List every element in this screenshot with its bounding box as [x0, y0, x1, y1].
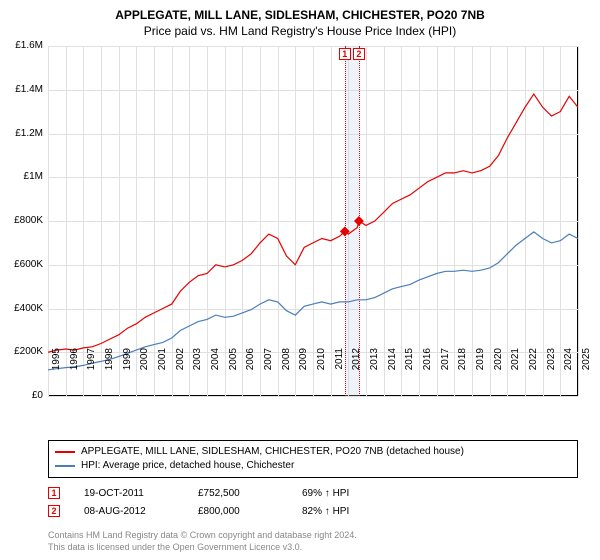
- y-axis-label: £1.6M: [3, 41, 43, 51]
- x-axis-label: 2011: [334, 348, 345, 398]
- x-axis-label: 2014: [387, 348, 398, 398]
- y-axis-label: £1.4M: [3, 85, 43, 95]
- event-price-2: £800,000: [198, 506, 278, 517]
- legend: APPLEGATE, MILL LANE, SIDLESHAM, CHICHES…: [48, 440, 578, 478]
- legend-swatch-property: [55, 451, 75, 453]
- event-delta-1: 69% ↑ HPI: [302, 488, 349, 499]
- event-price-1: £752,500: [198, 488, 278, 499]
- x-axis-label: 2022: [528, 348, 539, 398]
- x-axis-label: 2003: [192, 348, 203, 398]
- x-axis-label: 2024: [563, 348, 574, 398]
- x-axis-label: 1996: [69, 348, 80, 398]
- x-axis-label: 2013: [369, 348, 380, 398]
- x-axis-label: 1997: [86, 348, 97, 398]
- x-axis-label: 2007: [263, 348, 274, 398]
- legend-row-hpi: HPI: Average price, detached house, Chic…: [55, 459, 571, 473]
- x-axis-label: 2017: [440, 348, 451, 398]
- x-axis-label: 2016: [422, 348, 433, 398]
- event-list: 1 19-OCT-2011 £752,500 69% ↑ HPI 2 08-AU…: [48, 484, 578, 520]
- y-axis-label: £800K: [3, 216, 43, 226]
- chart-container: APPLEGATE, MILL LANE, SIDLESHAM, CHICHES…: [0, 0, 600, 560]
- legend-swatch-hpi: [55, 465, 75, 467]
- x-axis-label: 2021: [510, 348, 521, 398]
- chart-title-address: APPLEGATE, MILL LANE, SIDLESHAM, CHICHES…: [0, 0, 600, 22]
- event-marker-2: 2: [48, 505, 60, 517]
- y-axis-label: £600K: [3, 260, 43, 270]
- x-axis-label: 2001: [157, 348, 168, 398]
- legend-label-hpi: HPI: Average price, detached house, Chic…: [81, 459, 294, 473]
- x-axis-label: 1999: [122, 348, 133, 398]
- x-axis-label: 2019: [475, 348, 486, 398]
- y-axis-label: £1.2M: [3, 129, 43, 139]
- x-axis-label: 2006: [245, 348, 256, 398]
- x-axis-label: 2000: [139, 348, 150, 398]
- event-marker-label-1: 1: [339, 48, 351, 60]
- credits-line1: Contains HM Land Registry data © Crown c…: [48, 530, 357, 542]
- y-axis-label: £400K: [3, 304, 43, 314]
- event-marker-1: 1: [48, 487, 60, 499]
- event-date-1: 19-OCT-2011: [84, 488, 174, 499]
- x-axis-label: 2004: [210, 348, 221, 398]
- x-axis-label: 2012: [351, 348, 362, 398]
- x-axis-label: 1998: [104, 348, 115, 398]
- event-row-1: 1 19-OCT-2011 £752,500 69% ↑ HPI: [48, 484, 578, 502]
- x-axis-label: 2020: [493, 348, 504, 398]
- event-marker-label-2: 2: [353, 48, 365, 60]
- legend-row-property: APPLEGATE, MILL LANE, SIDLESHAM, CHICHES…: [55, 445, 571, 459]
- chart-plot-area: 12 £0£200K£400K£600K£800K£1M£1.2M£1.4M£1…: [48, 46, 578, 396]
- event-row-2: 2 08-AUG-2012 £800,000 82% ↑ HPI: [48, 502, 578, 520]
- event-delta-2: 82% ↑ HPI: [302, 506, 349, 517]
- x-axis-label: 2010: [316, 348, 327, 398]
- x-axis-label: 2018: [457, 348, 468, 398]
- x-axis-label: 2009: [298, 348, 309, 398]
- credits-line2: This data is licensed under the Open Gov…: [48, 542, 357, 554]
- y-axis-label: £1M: [3, 172, 43, 182]
- x-axis-label: 2023: [546, 348, 557, 398]
- x-axis-label: 2008: [281, 348, 292, 398]
- chart-subtitle: Price paid vs. HM Land Registry's House …: [0, 22, 600, 38]
- x-axis-label: 2005: [228, 348, 239, 398]
- legend-label-property: APPLEGATE, MILL LANE, SIDLESHAM, CHICHES…: [81, 445, 464, 459]
- x-axis-label: 2025: [581, 348, 592, 398]
- x-axis-label: 2015: [404, 348, 415, 398]
- x-axis-label: 2002: [175, 348, 186, 398]
- event-date-2: 08-AUG-2012: [84, 506, 174, 517]
- y-axis-label: £200K: [3, 347, 43, 357]
- y-axis-label: £0: [3, 391, 43, 401]
- credits: Contains HM Land Registry data © Crown c…: [48, 530, 357, 553]
- x-axis-label: 1995: [51, 348, 62, 398]
